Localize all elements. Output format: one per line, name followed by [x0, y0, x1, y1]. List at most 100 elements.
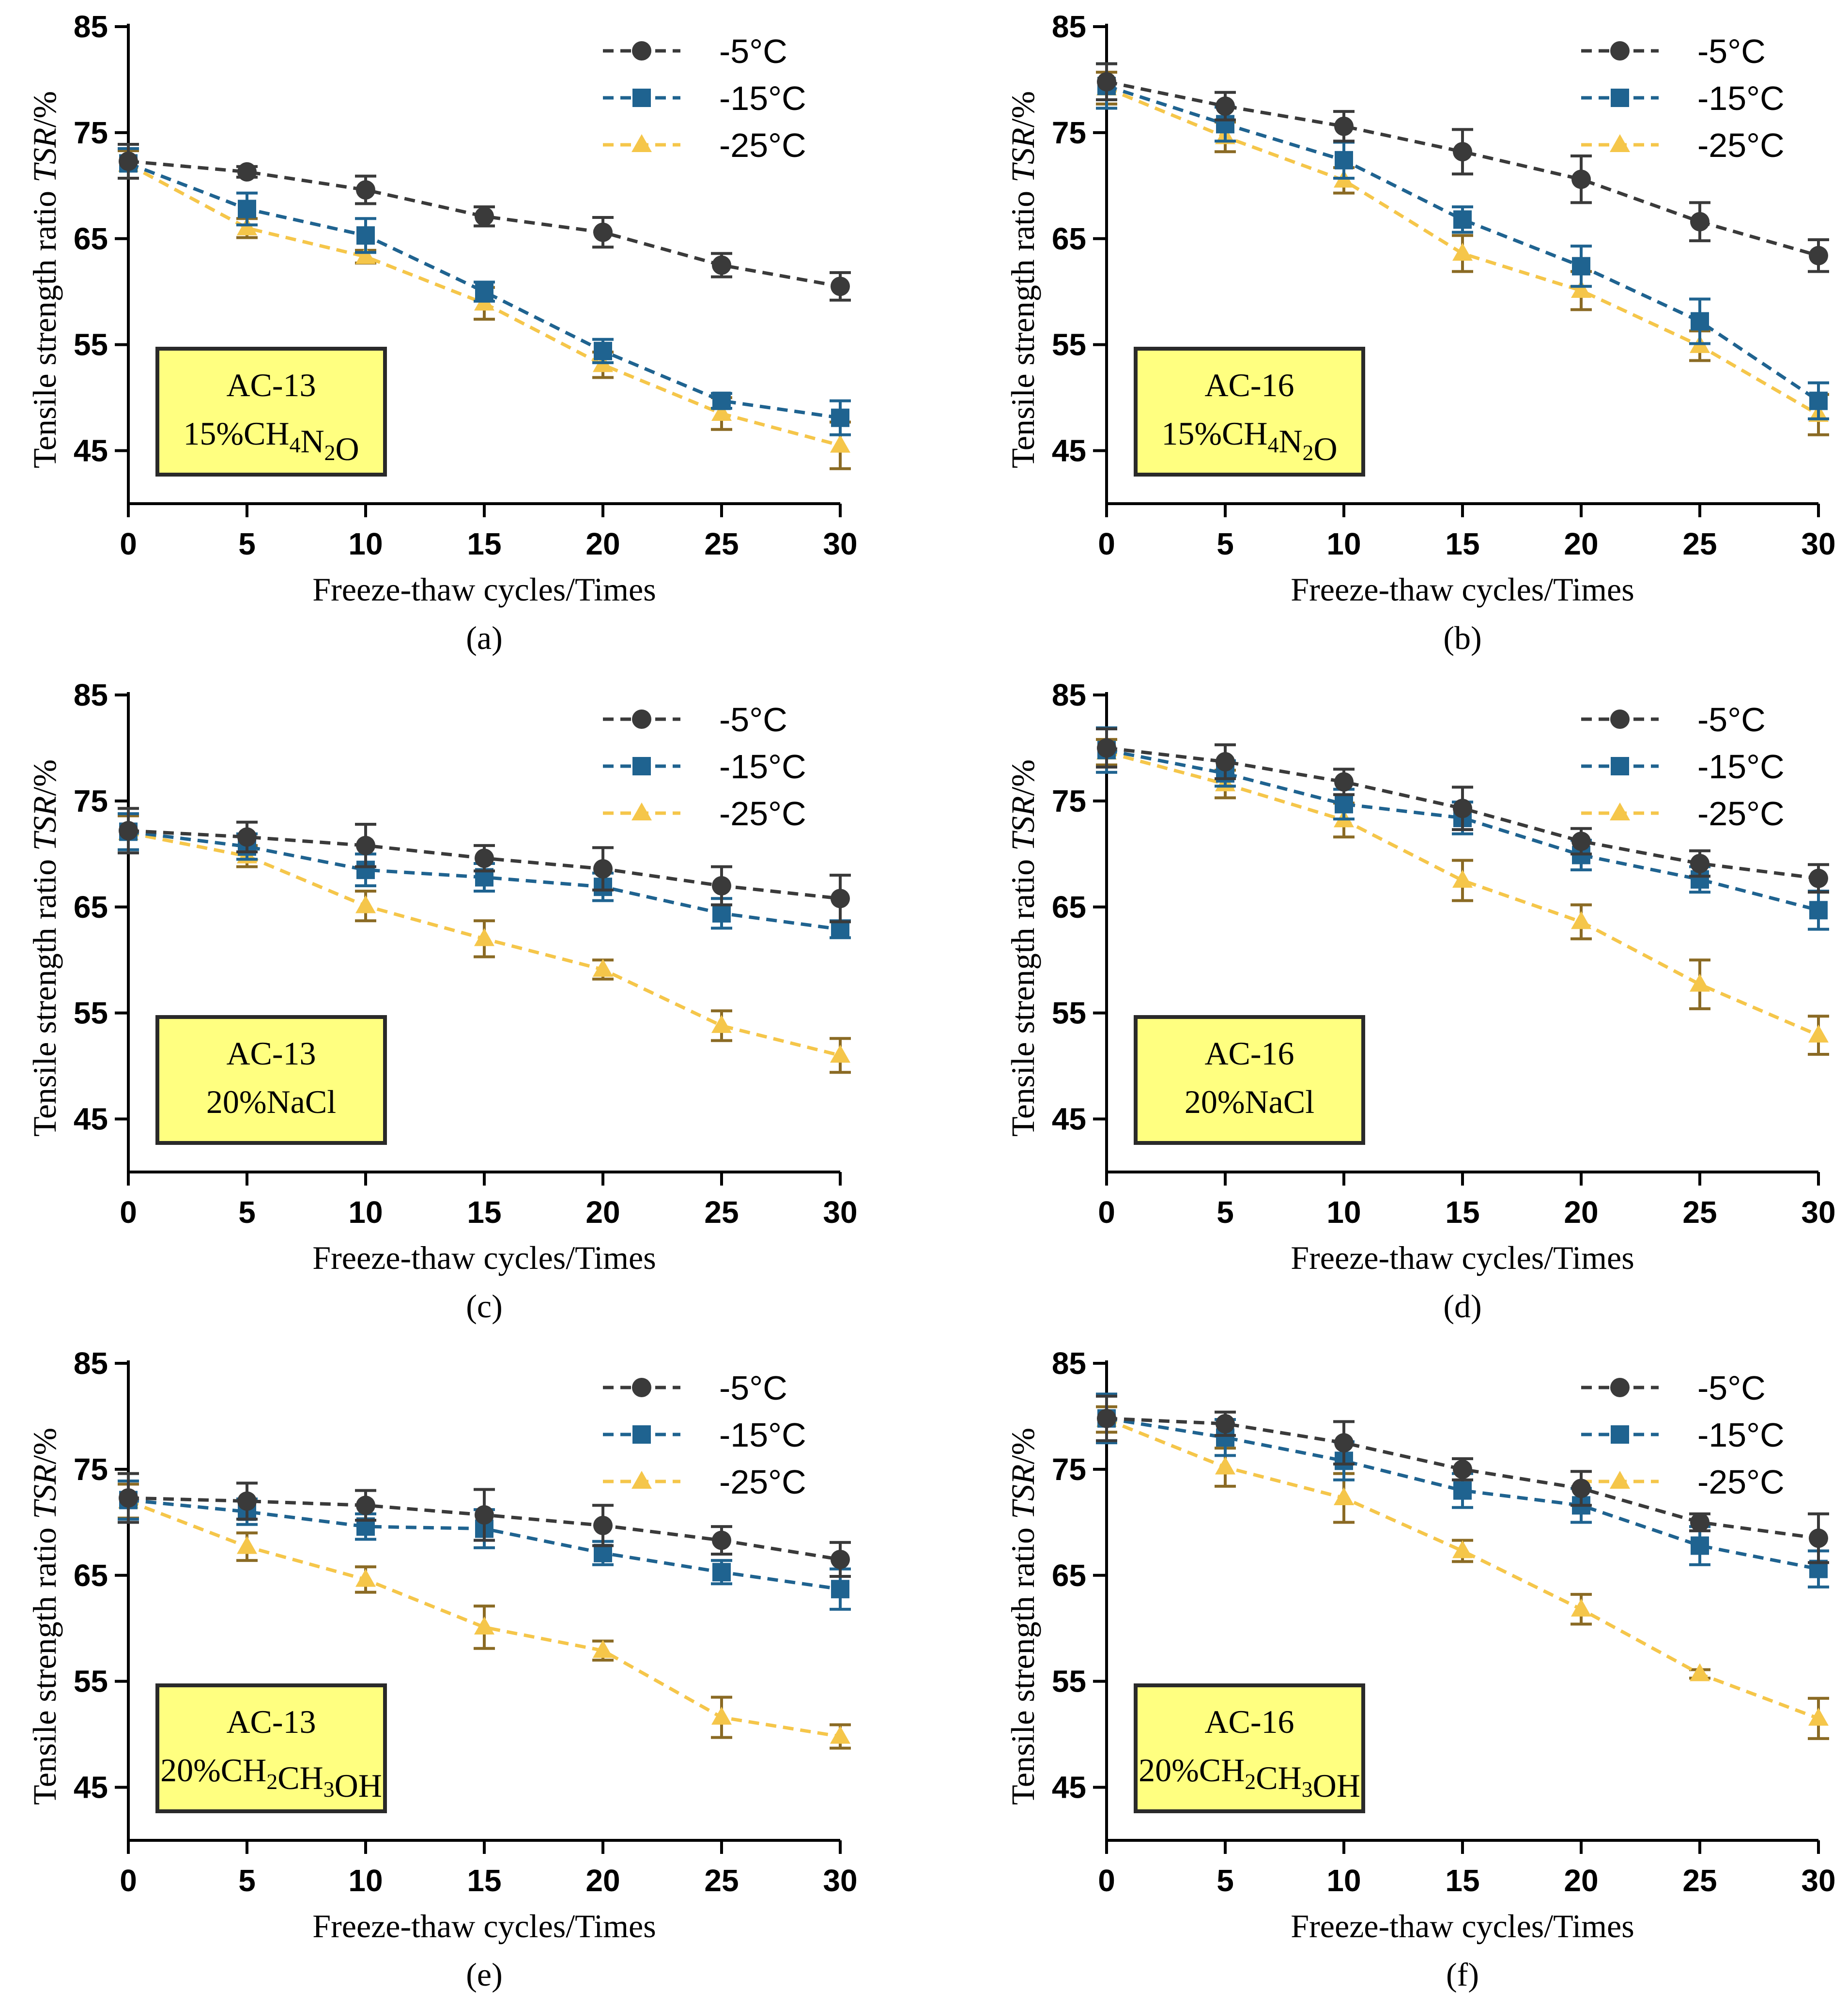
x-tick-label: 10: [348, 526, 383, 561]
y-tick-label: 75: [1052, 784, 1086, 818]
legend-marker: [1611, 1425, 1629, 1444]
data-point: [593, 958, 613, 977]
data-point: [712, 1563, 731, 1582]
legend: -5°C -15°C -25°C: [1581, 701, 1785, 833]
x-tick-label: 5: [1217, 1863, 1234, 1898]
chart-panel-5: 45 55 65 75 85 0 5 10 15 20 25 30 Freeze-thaw cycles…: [26, 1346, 858, 1993]
y-tick-label: 65: [1052, 221, 1086, 256]
panel-letter: (b): [1443, 619, 1481, 656]
data-point: [593, 859, 613, 879]
y-tick-label: 65: [1052, 1558, 1086, 1593]
legend-label: -15°C: [1697, 79, 1785, 117]
annotation-box: AC-13 20%CH2CH3OH: [155, 1683, 387, 1813]
legend: -5°C -15°C -25°C: [603, 701, 806, 833]
y-tick-label: 45: [74, 1102, 108, 1137]
x-tick-label: 10: [1326, 1863, 1361, 1898]
data-point: [1690, 973, 1710, 992]
x-tick-label: 0: [120, 1863, 137, 1898]
y-tick-label: 55: [1052, 996, 1086, 1031]
annotation-line1: AC-16: [1204, 1703, 1294, 1740]
data-point: [831, 277, 850, 296]
x-axis-title: Freeze-thaw cycles/Times: [312, 1908, 656, 1944]
legend-marker: [1610, 1471, 1630, 1489]
y-axis-title: Tensile strength ratio TSR/%: [1004, 759, 1041, 1137]
legend-label: -25°C: [1697, 795, 1785, 833]
x-tick-label: 10: [1326, 1195, 1361, 1230]
y-tick-label: 45: [1052, 1102, 1086, 1137]
annotation-box: AC-16 20%CH2CH3OH: [1134, 1683, 1365, 1813]
legend: -5°C -15°C -25°C: [1581, 1369, 1785, 1501]
legend-marker: [1611, 89, 1629, 107]
legend-label: -25°C: [719, 1463, 806, 1501]
x-axis-title: Freeze-thaw cycles/Times: [312, 1239, 656, 1276]
annotation-box: AC-13 20%NaCl: [155, 1015, 387, 1145]
data-point: [1334, 772, 1354, 792]
x-tick-label: 30: [823, 1195, 857, 1230]
data-point: [1453, 1459, 1472, 1479]
data-point: [356, 180, 375, 200]
annotation-line2: 15%CH4N2O: [1161, 415, 1337, 467]
y-tick-label: 45: [74, 1770, 108, 1805]
annotation-line2: 20%NaCl: [1185, 1083, 1314, 1120]
data-point: [1452, 1540, 1473, 1558]
y-tick-label: 65: [1052, 890, 1086, 925]
legend-label: -25°C: [719, 126, 806, 164]
data-point: [593, 1515, 613, 1535]
series--5°C: [1096, 62, 1829, 273]
y-tick-label: 85: [1052, 678, 1086, 712]
data-point: [1453, 142, 1472, 162]
x-tick-label: 25: [704, 1863, 739, 1898]
y-tick-label: 85: [1052, 9, 1086, 44]
x-tick-label: 0: [1098, 1195, 1115, 1230]
data-point: [1216, 96, 1235, 116]
x-tick-label: 25: [704, 1195, 739, 1230]
legend-marker: [1611, 757, 1629, 775]
data-point: [1571, 832, 1591, 851]
data-point: [474, 928, 494, 946]
data-point: [593, 1640, 613, 1658]
data-point: [1453, 1481, 1472, 1500]
data-point: [1215, 1456, 1235, 1475]
legend-marker: [632, 89, 651, 107]
data-point: [1571, 911, 1591, 929]
data-point: [119, 1488, 138, 1508]
data-point: [475, 206, 494, 226]
legend-marker: [632, 1425, 651, 1444]
annotation-box: AC-13 15%CH4N2O: [155, 347, 387, 477]
x-tick-label: 5: [238, 1863, 256, 1898]
data-point: [830, 434, 850, 453]
y-tick-label: 85: [74, 678, 108, 712]
data-point: [1690, 1512, 1709, 1532]
legend: -5°C -15°C -25°C: [603, 1369, 806, 1501]
data-point: [712, 255, 731, 275]
x-tick-label: 10: [348, 1863, 383, 1898]
x-tick-label: 30: [1801, 1863, 1835, 1898]
series--5°C: [1096, 1394, 1829, 1564]
y-tick-label: 45: [1052, 433, 1086, 468]
x-tick-label: 25: [1682, 526, 1717, 561]
annotation-box-frame: [1134, 1015, 1365, 1145]
annotation-line2: 15%CH4N2O: [183, 415, 359, 467]
series--25°C: [118, 1482, 851, 1750]
y-tick-label: 65: [74, 890, 108, 925]
annotation-line1: AC-13: [226, 367, 316, 403]
data-point: [237, 1536, 257, 1554]
y-tick-label: 45: [1052, 1770, 1086, 1805]
data-point: [356, 835, 375, 855]
data-point: [1097, 1408, 1116, 1428]
legend-label: -15°C: [719, 79, 806, 117]
legend-marker: [1610, 134, 1630, 152]
y-tick-label: 55: [1052, 327, 1086, 362]
data-point: [475, 1505, 494, 1525]
annotation-box-frame: [155, 1015, 387, 1145]
annotation-box-frame: [1134, 347, 1365, 477]
panel-letter: (a): [466, 619, 502, 656]
data-point: [1334, 1487, 1354, 1505]
x-tick-label: 20: [585, 1863, 620, 1898]
x-tick-label: 15: [1445, 1863, 1479, 1898]
x-tick-label: 20: [1564, 1863, 1598, 1898]
data-point: [1690, 212, 1709, 231]
data-point: [1452, 870, 1473, 888]
y-tick-label: 55: [74, 327, 108, 362]
legend-label: -25°C: [1697, 126, 1785, 164]
